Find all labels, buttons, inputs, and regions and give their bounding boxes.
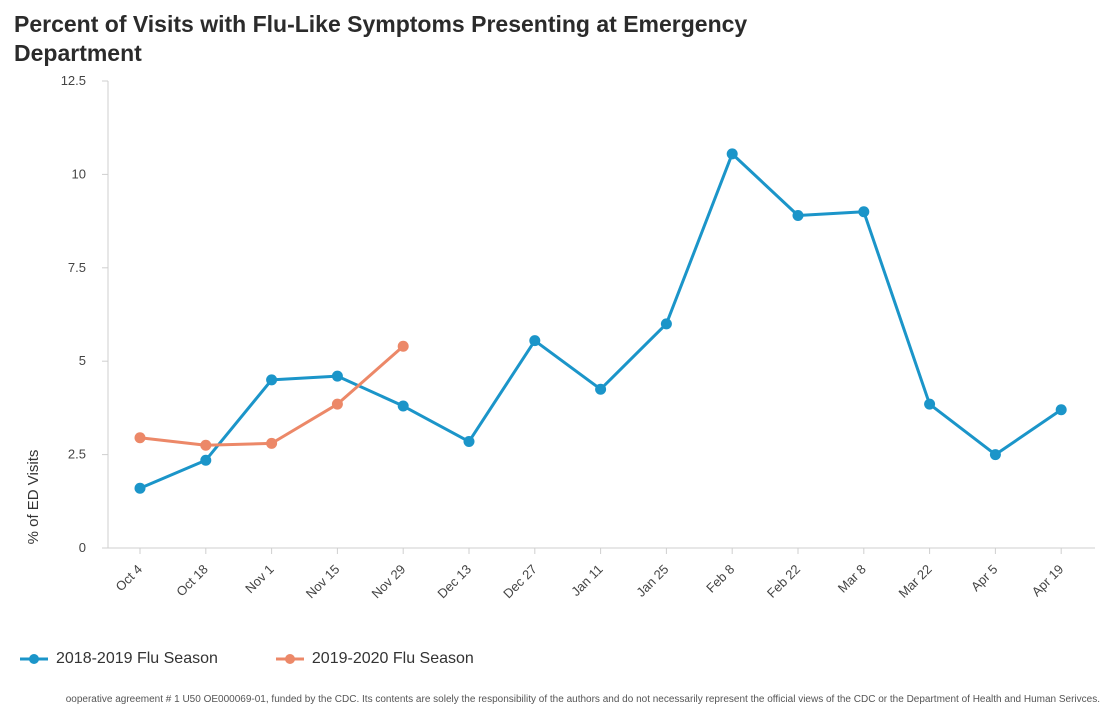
x-tick-label: Nov 29 — [369, 562, 409, 602]
data-point[interactable] — [529, 335, 541, 347]
data-point[interactable] — [397, 340, 409, 352]
data-point[interactable] — [726, 148, 738, 160]
x-axis-ticks: Oct 4 Oct 18 Nov 1 Nov 15 Nov 29 Dec 13 Dec 27… — [113, 548, 1067, 602]
chart-axes — [107, 81, 1095, 549]
data-point[interactable] — [989, 449, 1001, 461]
data-point[interactable] — [200, 439, 212, 451]
x-tick-label: Apr 5 — [968, 562, 1001, 595]
y-axis-label: % of ED Visits — [25, 450, 42, 545]
data-point[interactable] — [266, 374, 278, 386]
legend-swatch-2018-2019 — [20, 654, 48, 664]
series-1 — [134, 340, 409, 451]
x-tick-label: Mar 22 — [895, 562, 934, 601]
series-line — [139, 345, 405, 447]
y-tick-label: 12.5 — [61, 73, 86, 88]
series-layer — [134, 148, 1067, 494]
data-point[interactable] — [660, 318, 672, 330]
legend-item-2018-2019[interactable]: 2018-2019 Flu Season — [20, 650, 218, 668]
data-point[interactable] — [924, 398, 936, 410]
x-tick-label: Mar 8 — [835, 562, 869, 596]
x-tick-label: Nov 15 — [303, 562, 343, 602]
chart-title: Percent of Visits with Flu-Like Symptoms… — [14, 11, 748, 66]
legend-item-2019-2020[interactable]: 2019-2020 Flu Season — [275, 650, 474, 668]
y-axis-ticks: 0 2.5 5 7.5 10 12.5 — [61, 73, 108, 555]
data-point[interactable] — [595, 383, 607, 395]
data-point[interactable] — [331, 398, 343, 410]
data-point[interactable] — [792, 209, 804, 221]
x-tick-label: Oct 18 — [173, 562, 211, 600]
series-0 — [134, 148, 1067, 494]
line-chart: 0 2.5 5 7.5 10 12.5 Oct 4 Oct 18 Nov 1 Nov 15 Nov… — [25, 73, 1095, 602]
x-tick-label: Dec 13 — [434, 562, 474, 602]
x-tick-label: Nov 1 — [242, 562, 277, 597]
legend-label-2019-2020: 2019-2020 Flu Season — [311, 650, 474, 667]
data-point[interactable] — [134, 432, 146, 444]
data-point[interactable] — [266, 437, 278, 449]
data-point[interactable] — [134, 482, 146, 494]
x-tick-label: Apr 19 — [1029, 562, 1067, 600]
y-tick-label: 5 — [79, 353, 86, 368]
legend-label-2018-2019: 2018-2019 Flu Season — [56, 650, 218, 667]
x-tick-label: Dec 27 — [500, 562, 540, 602]
x-tick-label: Jan 11 — [568, 562, 606, 600]
data-point[interactable] — [1055, 404, 1067, 416]
x-tick-label: Feb 8 — [703, 562, 737, 596]
data-point[interactable] — [200, 454, 212, 466]
x-tick-label: Oct 4 — [113, 562, 146, 595]
legend: 2018-2019 Flu Season 2019-2020 Flu Seaso… — [20, 650, 474, 668]
data-point[interactable] — [858, 206, 870, 218]
data-point[interactable] — [463, 436, 475, 448]
y-tick-label: 7.5 — [68, 260, 86, 275]
y-tick-label: 10 — [72, 166, 86, 181]
y-tick-label: 0 — [79, 540, 86, 555]
data-point[interactable] — [331, 370, 343, 382]
x-tick-label: Feb 22 — [764, 562, 803, 601]
x-tick-label: Jan 25 — [633, 562, 671, 600]
funding-footnote: ooperative agreement # 1 U50 OE000069-01… — [65, 694, 1100, 705]
y-tick-label: 2.5 — [68, 447, 86, 462]
data-point[interactable] — [397, 400, 409, 412]
legend-swatch-2019-2020 — [275, 654, 304, 664]
